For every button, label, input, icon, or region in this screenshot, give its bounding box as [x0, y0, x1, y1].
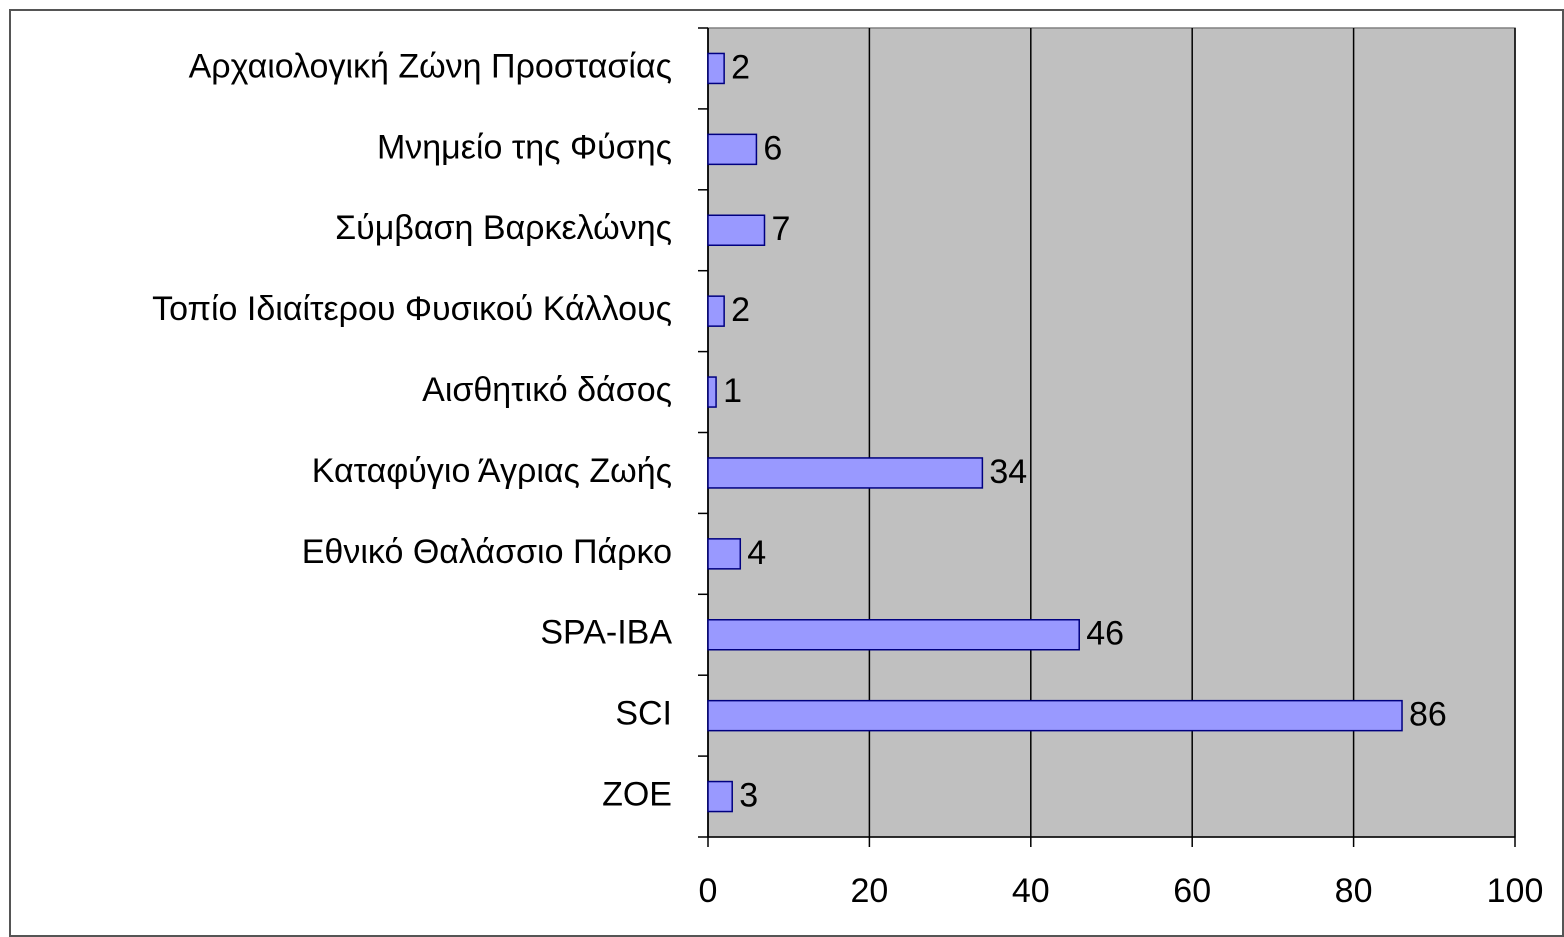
bar: [707, 133, 758, 166]
x-tick-label: 0: [699, 872, 718, 910]
data-label: 6: [763, 129, 782, 167]
data-label: 86: [1409, 696, 1447, 734]
data-label: 2: [731, 48, 750, 86]
bar: [707, 699, 1403, 732]
y-tick-label: Καταφύγιο Άγριας Ζωής: [312, 452, 672, 490]
y-tick-label: SPA-IBA: [540, 614, 672, 652]
x-tick-label: 20: [850, 872, 888, 910]
x-tick-label: 40: [1012, 872, 1050, 910]
y-tick-label: Σύμβαση Βαρκελώνης: [335, 209, 672, 247]
y-tick-label: Αρχαιολογική Ζώνη Προστασίας: [189, 47, 672, 85]
data-label: 2: [731, 291, 750, 329]
y-tick-label: ZOE: [602, 776, 672, 814]
y-tick-label: Τοπίο Ιδιαίτερου Φυσικού Κάλλους: [152, 290, 672, 328]
data-label: 7: [771, 210, 790, 248]
bar: [707, 619, 1080, 651]
data-label: 4: [747, 534, 766, 572]
y-tick-label: Μνημείο της Φύσης: [377, 128, 672, 166]
data-label: 46: [1086, 615, 1124, 653]
bar: [707, 295, 725, 327]
data-label: 1: [723, 372, 742, 410]
y-tick-label: SCI: [615, 695, 672, 733]
bar: [707, 780, 733, 813]
x-tick-label: 80: [1335, 872, 1373, 910]
bar: [707, 538, 742, 570]
bar: [707, 457, 984, 489]
y-tick-label: Εθνικό Θαλάσσιο Πάρκο: [302, 533, 672, 571]
bar: [707, 214, 766, 246]
bar: [707, 52, 725, 85]
data-label: 3: [739, 777, 758, 815]
bar: [707, 376, 717, 408]
y-tick-label: Αισθητικό δάσος: [422, 371, 672, 409]
x-tick-label: 100: [1487, 872, 1544, 910]
x-tick-label: 60: [1173, 872, 1211, 910]
data-label: 34: [989, 453, 1027, 491]
